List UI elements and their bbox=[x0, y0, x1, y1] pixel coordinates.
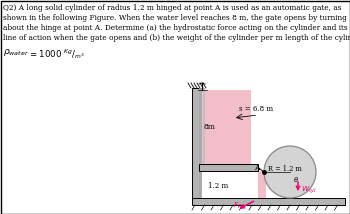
Text: line of action when the gate opens and (b) the weight of the cylinder per m leng: line of action when the gate opens and (… bbox=[3, 34, 350, 42]
Text: $= 1000\,\,^{Kg}/_{m^3}$: $= 1000\,\,^{Kg}/_{m^3}$ bbox=[28, 47, 85, 61]
Text: $F_R$: $F_R$ bbox=[233, 201, 242, 211]
Bar bbox=[199, 164, 258, 171]
Text: shown in the following Figure. When the water level reaches 8 m, the gate opens : shown in the following Figure. When the … bbox=[3, 14, 347, 22]
Text: $W_{cyl}$: $W_{cyl}$ bbox=[301, 184, 317, 196]
Text: $\rho_{water}$: $\rho_{water}$ bbox=[3, 47, 29, 58]
Text: about the hinge at point A. Determine (a) the hydrostatic force acting on the cy: about the hinge at point A. Determine (a… bbox=[3, 24, 348, 32]
Circle shape bbox=[264, 146, 316, 198]
Text: $\theta$: $\theta$ bbox=[293, 175, 299, 184]
Bar bbox=[192, 198, 345, 205]
Text: 8m: 8m bbox=[203, 123, 215, 131]
Bar bbox=[199, 88, 202, 204]
Text: 1.2 m: 1.2 m bbox=[208, 182, 228, 190]
Bar bbox=[192, 88, 199, 204]
Text: Q2) A long solid cylinder of radius 1.2 m hinged at point A is used as an automa: Q2) A long solid cylinder of radius 1.2 … bbox=[3, 4, 342, 12]
Text: R = 1.2 m: R = 1.2 m bbox=[268, 165, 302, 173]
Bar bbox=[203, 88, 205, 164]
Bar bbox=[201, 90, 204, 164]
Text: A: A bbox=[254, 164, 259, 172]
Bar bbox=[199, 90, 251, 164]
Text: s = 6.8 m: s = 6.8 m bbox=[239, 105, 273, 113]
Bar bbox=[258, 171, 266, 198]
